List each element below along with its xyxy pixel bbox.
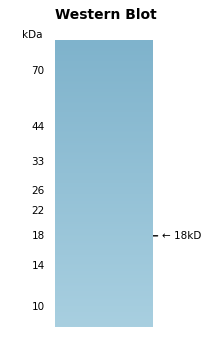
- Text: 10: 10: [31, 302, 44, 312]
- Text: ← 18kDa: ← 18kDa: [162, 231, 202, 241]
- Text: 33: 33: [31, 157, 44, 167]
- Text: 70: 70: [31, 66, 44, 76]
- Text: 18: 18: [31, 231, 44, 241]
- Text: kDa: kDa: [22, 30, 42, 40]
- Text: 22: 22: [31, 207, 44, 216]
- Text: 26: 26: [31, 186, 44, 196]
- Text: Western Blot: Western Blot: [54, 8, 156, 23]
- Text: 44: 44: [31, 122, 44, 132]
- Ellipse shape: [81, 232, 101, 240]
- Text: 14: 14: [31, 261, 44, 271]
